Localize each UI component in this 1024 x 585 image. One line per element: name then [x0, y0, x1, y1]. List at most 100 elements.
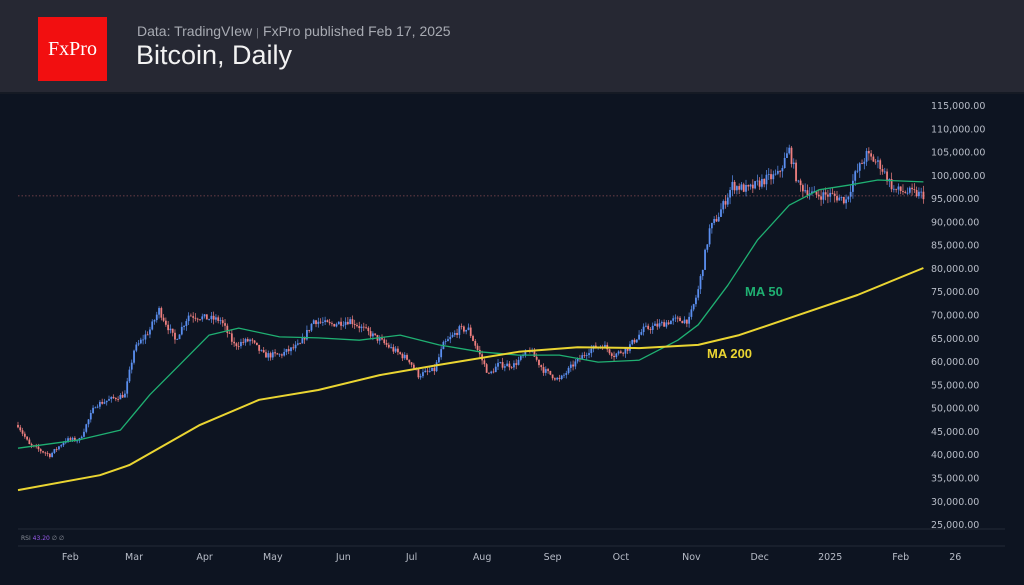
candle-body	[488, 372, 490, 374]
candle-body	[412, 364, 415, 369]
candle-body	[676, 317, 679, 319]
candle-body	[626, 348, 629, 351]
candle-body	[149, 329, 151, 335]
candle-body	[403, 354, 406, 359]
candle-body	[60, 445, 63, 447]
candle-body	[53, 449, 56, 453]
candle-body	[902, 190, 904, 192]
candle-body	[695, 297, 697, 305]
candle-body	[749, 184, 752, 187]
candle-body	[838, 197, 841, 201]
candle-body	[754, 181, 756, 189]
candle-body	[881, 169, 884, 172]
candle-body	[221, 320, 224, 324]
candle-body	[128, 369, 131, 382]
candle-body	[758, 180, 761, 187]
candle-body	[911, 187, 913, 190]
candle-body	[544, 369, 547, 373]
candle-body	[742, 184, 745, 192]
candle-body	[208, 319, 210, 320]
candle-body	[401, 353, 404, 359]
candle-body	[242, 341, 245, 343]
y-tick-label: 100,000.00	[931, 171, 985, 182]
fxpro-logo: FxPro	[38, 17, 107, 81]
candle-body	[217, 317, 220, 321]
candle-body	[642, 326, 645, 333]
candle-body	[28, 439, 31, 445]
candle-body	[237, 346, 240, 347]
candle-body	[303, 337, 306, 340]
candle-body	[740, 184, 743, 190]
candle-body	[779, 170, 782, 172]
candle-body	[87, 419, 90, 425]
candle-body	[745, 184, 747, 192]
candle-body	[574, 361, 577, 367]
candle-body	[408, 359, 411, 363]
x-tick-label: Sep	[544, 552, 562, 563]
candle-body	[751, 184, 754, 189]
candle-body	[499, 362, 502, 363]
candle-body	[215, 317, 217, 320]
candle-body	[797, 180, 800, 182]
candle-body	[194, 317, 197, 319]
candle-body	[786, 153, 788, 158]
candle-body	[346, 321, 349, 325]
candle-body	[540, 365, 543, 368]
candle-body	[615, 353, 618, 358]
candle-body	[920, 191, 923, 193]
candle-body	[663, 322, 665, 327]
candle-body	[164, 320, 167, 325]
candle-body	[456, 332, 458, 335]
candle-body	[704, 249, 706, 270]
candle-body	[365, 327, 367, 329]
candle-body	[811, 191, 813, 194]
candle-body	[80, 436, 83, 439]
x-tick-label: May	[263, 552, 283, 563]
candle-body	[788, 147, 791, 154]
candle-body	[83, 431, 85, 437]
candle-body	[494, 366, 497, 373]
x-tick-label: Dec	[750, 552, 768, 563]
candle-body	[877, 160, 879, 162]
candle-body	[374, 333, 377, 335]
candle-body	[424, 370, 427, 373]
candle-body	[747, 184, 750, 187]
candle-body	[619, 351, 622, 353]
candle-body	[492, 371, 495, 373]
candle-body	[770, 174, 772, 180]
y-tick-label: 110,000.00	[931, 124, 985, 135]
candle-body	[895, 188, 898, 190]
candle-body	[804, 190, 807, 192]
candle-body	[865, 150, 868, 162]
candle-body	[649, 328, 652, 330]
candle-body	[829, 192, 832, 197]
candle-body	[290, 347, 292, 352]
candle-body	[356, 325, 358, 327]
candle-body	[167, 324, 170, 331]
x-tick-label: Oct	[613, 552, 630, 563]
candle-body	[501, 362, 504, 368]
candle-body	[665, 322, 668, 327]
candle-body	[706, 244, 709, 250]
candle-body	[836, 196, 838, 201]
candle-body	[267, 353, 270, 358]
candle-body	[119, 394, 122, 400]
candle-body	[133, 350, 135, 363]
candle-body	[538, 359, 540, 366]
candle-body	[576, 358, 579, 362]
x-tick-label: Jul	[405, 552, 417, 563]
candle-body	[886, 171, 888, 182]
candle-body	[246, 339, 249, 342]
x-tick-label: Jun	[335, 552, 351, 563]
candle-body	[624, 348, 627, 354]
candle-body	[822, 192, 825, 200]
candle-body	[840, 196, 843, 198]
candle-body	[62, 442, 65, 446]
candle-body	[310, 323, 313, 331]
candle-body	[613, 355, 615, 358]
candle-body	[867, 150, 870, 154]
candle-body	[474, 340, 477, 346]
candle-body	[883, 171, 886, 173]
ma200-line	[17, 267, 924, 492]
candle-body	[490, 371, 493, 374]
